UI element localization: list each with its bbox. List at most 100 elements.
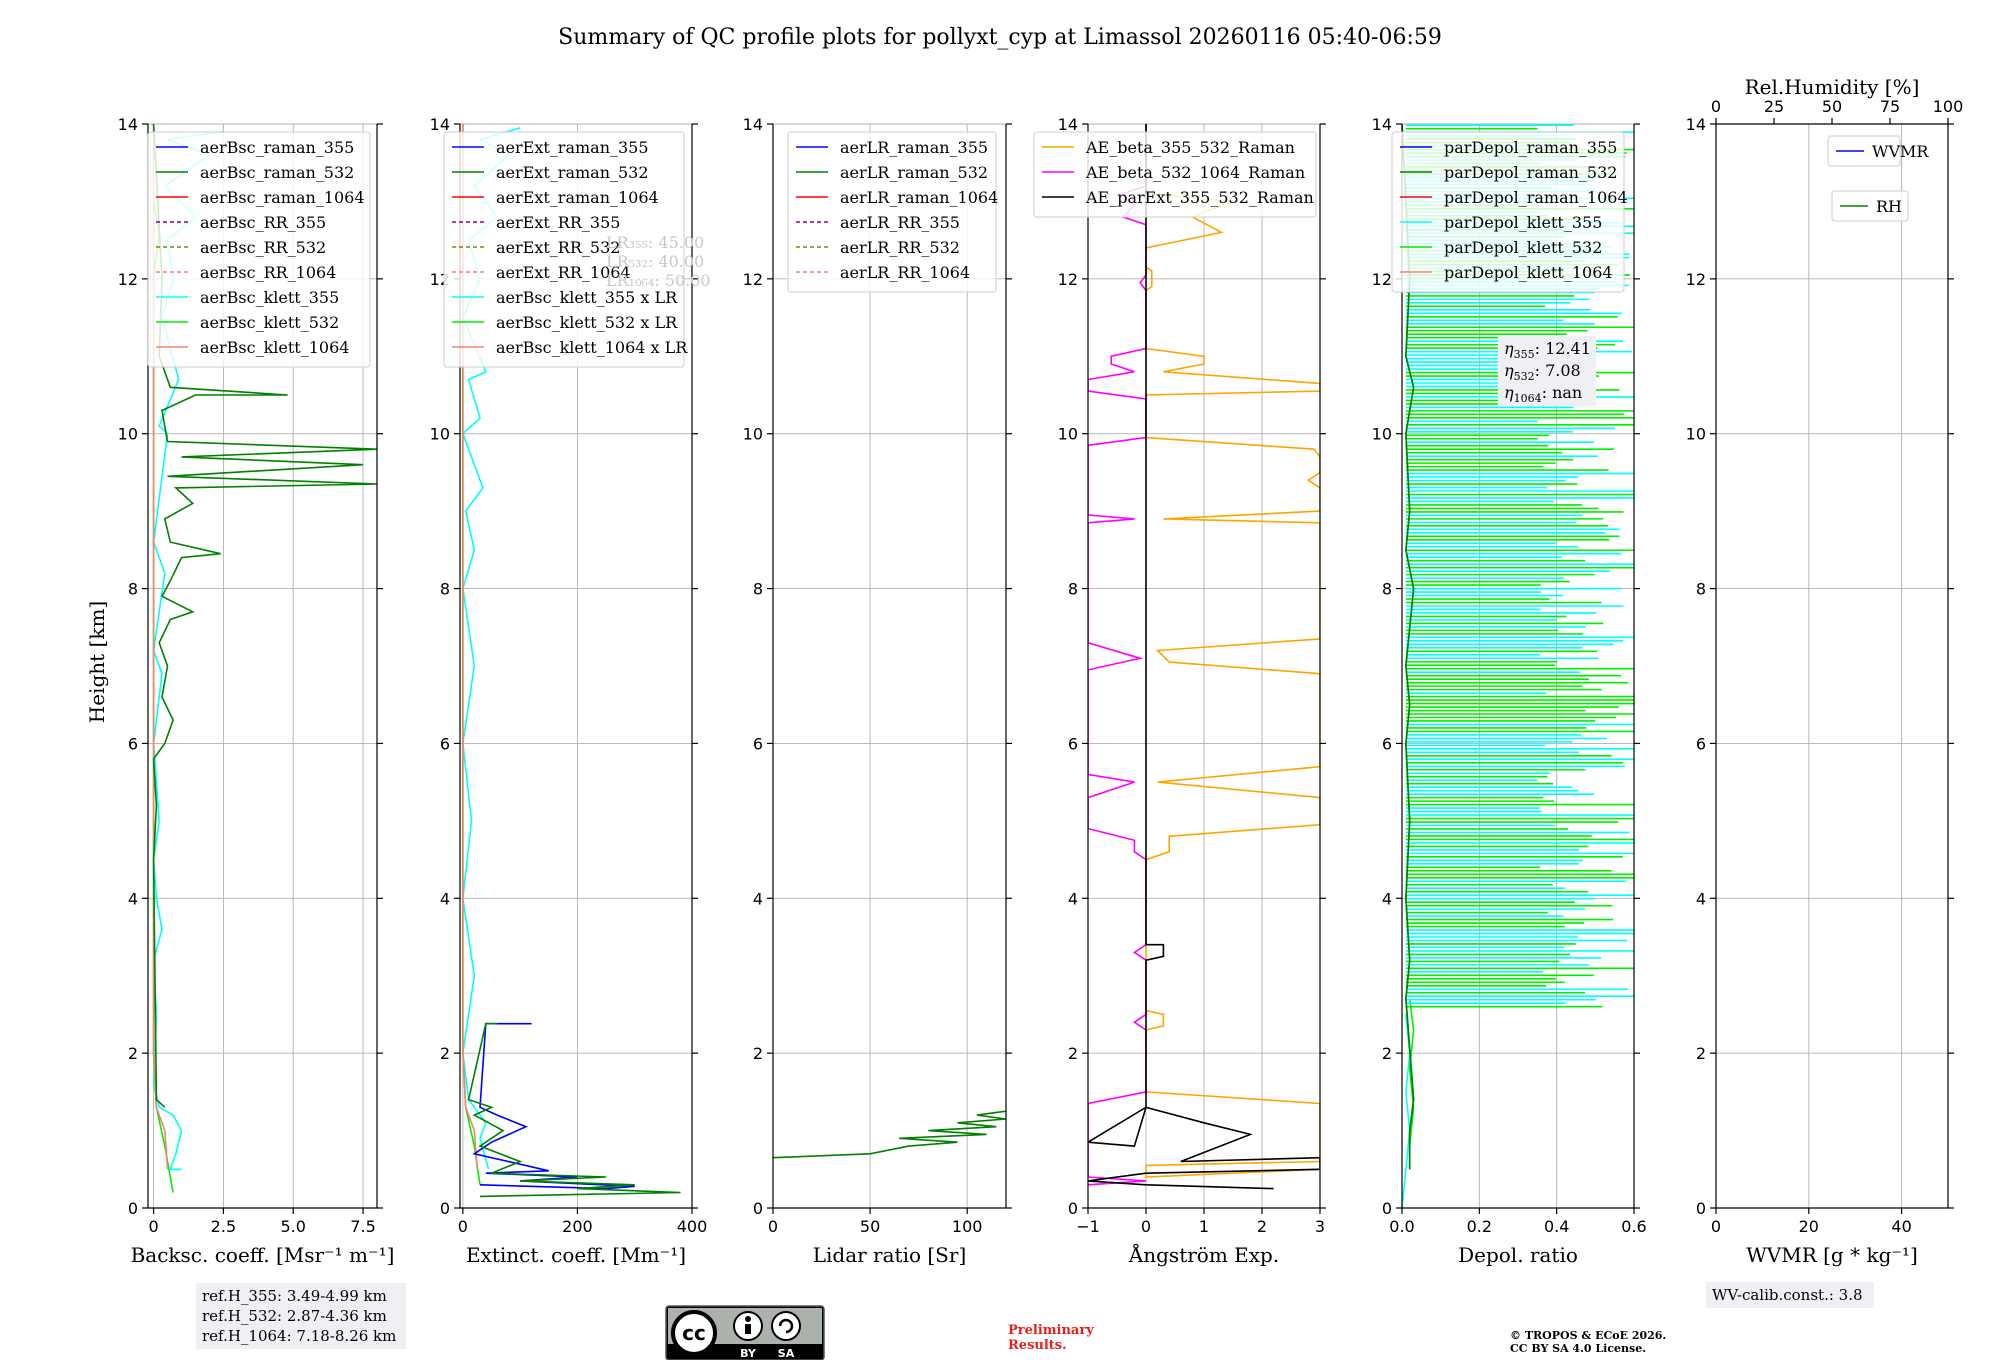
legend-frame xyxy=(1831,190,1909,222)
series-line-aerBsc_raman_532 xyxy=(152,124,377,1108)
y-tick-label: 6 xyxy=(1382,734,1392,753)
legend-label: aerBsc_klett_355 x LR xyxy=(496,288,678,307)
y-tick-label: 10 xyxy=(743,425,763,444)
x-tick-label: 0.0 xyxy=(1389,1217,1414,1236)
y-tick-label: 8 xyxy=(753,580,763,599)
series-line-aerExt_raman_355 xyxy=(472,1022,635,1190)
panel-depol: 0 2 4 6 8 10 12 14 0.0 0.2 0.4 0.6 Depol. ratio parDe… xyxy=(1372,115,1647,1267)
eta-value: nan xyxy=(1552,383,1582,402)
x-tick-label: 0 xyxy=(1141,1217,1151,1236)
x-tick-label: 0.6 xyxy=(1621,1217,1646,1236)
legend-frame xyxy=(443,131,685,368)
legend-label: aerBsc_klett_532 xyxy=(200,313,339,332)
x-axis-label: WVMR [g * kg⁻¹] xyxy=(1746,1243,1918,1267)
x-tick-label: −1 xyxy=(1076,1217,1100,1236)
legend-label: parDepol_raman_532 xyxy=(1444,163,1617,182)
y-tick-label: 14 xyxy=(430,115,450,134)
legend-label: WVMR xyxy=(1872,142,1929,161)
legend-frame xyxy=(787,131,997,293)
y-tick-label: 8 xyxy=(440,580,450,599)
top-tick-label: 0 xyxy=(1711,97,1721,116)
legend-label: aerExt_raman_532 xyxy=(496,163,649,182)
legend: aerExt_raman_355 aerExt_raman_532 aerExt_r… xyxy=(443,131,688,368)
y-tick-label: 6 xyxy=(440,734,450,753)
top-axis-label: Rel.Humidity [%] xyxy=(1745,75,1920,99)
y-tick-label: 4 xyxy=(1068,889,1078,908)
legend-label: aerBsc_RR_355 xyxy=(200,213,326,232)
top-tick-label: 25 xyxy=(1764,97,1784,116)
legend: parDepol_raman_355 parDepol_raman_532 parD… xyxy=(1391,131,1628,293)
legend-frame xyxy=(1033,131,1317,218)
legend-label: AE_parExt_355_532_Raman xyxy=(1085,188,1314,207)
legend-label: aerExt_raman_1064 xyxy=(496,188,659,207)
y-tick-label: 10 xyxy=(118,425,138,444)
y-tick-label: 8 xyxy=(1382,580,1392,599)
y-tick-label: 14 xyxy=(1372,115,1392,134)
lr-annotation: LR₁₀₆₄: 50.00 xyxy=(606,271,711,290)
eta-subscript: 355 xyxy=(1514,348,1535,361)
y-tick-label: 14 xyxy=(118,115,138,134)
legend-label: aerBsc_klett_1064 x LR xyxy=(496,338,688,357)
eta-subscript: 1064 xyxy=(1514,392,1542,405)
x-tick-label: 0 xyxy=(148,1217,158,1236)
legend-label: aerExt_raman_355 xyxy=(496,138,649,157)
legend-label: parDepol_klett_1064 xyxy=(1444,263,1613,282)
y-tick-label: 6 xyxy=(128,734,138,753)
eta-line: η532: 7.08 xyxy=(1504,361,1581,383)
cc-icon-label: cc xyxy=(682,1321,706,1345)
y-tick-label: 2 xyxy=(440,1044,450,1063)
legend-label: RH xyxy=(1876,197,1902,216)
ref-height-532: ref.H_532: 2.87-4.36 km xyxy=(202,1307,387,1325)
eta-value: 7.08 xyxy=(1545,361,1581,380)
x-tick-label: 3 xyxy=(1315,1217,1325,1236)
y-tick-label: 6 xyxy=(1068,734,1078,753)
eta-value: 12.41 xyxy=(1545,339,1591,358)
eta-separator: : xyxy=(1535,339,1545,358)
ref-height-1064: ref.H_1064: 7.18-8.26 km xyxy=(202,1327,396,1345)
legend-frame xyxy=(147,131,371,368)
x-tick-label: 100 xyxy=(952,1217,983,1236)
wv-calibration-constant: WV-calib.const.: 3.8 xyxy=(1712,1286,1863,1304)
x-tick-label: 0.2 xyxy=(1467,1217,1492,1236)
y-tick-label: 12 xyxy=(1058,270,1078,289)
series-line-parDepol_klett_532 xyxy=(1408,998,1415,1147)
y-tick-label: 0 xyxy=(128,1199,138,1218)
eta-line: η1064: nan xyxy=(1504,383,1582,405)
x-tick-label: 2.5 xyxy=(211,1217,236,1236)
legend-label: aerBsc_RR_532 xyxy=(200,238,326,257)
top-tick-label: 50 xyxy=(1822,97,1842,116)
x-tick-label: 40 xyxy=(1891,1217,1911,1236)
y-tick-label: 0 xyxy=(753,1199,763,1218)
x-tick-label: 0 xyxy=(768,1217,778,1236)
panel-wv: 0 2 4 6 8 10 12 14 0 20 40 WVMR [g * kg⁻¹] 0 25 50 75 10… xyxy=(1686,75,1964,1267)
panel-bsc: 0 2 4 6 8 10 12 14 0 2.5 5.0 7.5 Backsc. coeff. [Msr… xyxy=(118,115,395,1267)
legend-frame xyxy=(1391,131,1625,293)
eta-box-bg xyxy=(1498,336,1596,406)
x-axis-label: Extinct. coeff. [Mm⁻¹] xyxy=(466,1243,686,1267)
legend-label: aerBsc_klett_532 x LR xyxy=(496,313,678,332)
legend: aerBsc_raman_355 aerBsc_raman_532 aerBsc_r… xyxy=(147,131,371,368)
x-tick-label: 200 xyxy=(562,1217,593,1236)
y-tick-label: 2 xyxy=(1696,1044,1706,1063)
y-tick-label: 10 xyxy=(1372,425,1392,444)
preliminary-line-2: Results. xyxy=(1008,1338,1067,1353)
y-tick-label: 2 xyxy=(753,1044,763,1063)
eta-subscript: 532 xyxy=(1514,370,1535,383)
ref-height-355: ref.H_355: 3.49-4.99 km xyxy=(202,1287,387,1305)
y-tick-label: 0 xyxy=(1696,1199,1706,1218)
wv-calibration-box: WV-calib.const.: 3.8 xyxy=(1706,1282,1874,1308)
copyright-note: © TROPOS & ECoE 2026. CC BY SA 4.0 Licen… xyxy=(1510,1329,1666,1355)
y-tick-label: 4 xyxy=(1382,889,1392,908)
y-tick-label: 8 xyxy=(1068,580,1078,599)
y-tick-label: 10 xyxy=(430,425,450,444)
x-axis-label: Depol. ratio xyxy=(1458,1243,1578,1267)
legend-label: aerLR_raman_532 xyxy=(840,163,988,182)
x-tick-label: 2 xyxy=(1257,1217,1267,1236)
preliminary-note: Preliminary Results. xyxy=(1008,1323,1094,1353)
x-tick-label: 0 xyxy=(1711,1217,1721,1236)
legend-label: aerLR_RR_355 xyxy=(840,213,960,232)
legend-label: aerLR_raman_355 xyxy=(840,138,988,157)
